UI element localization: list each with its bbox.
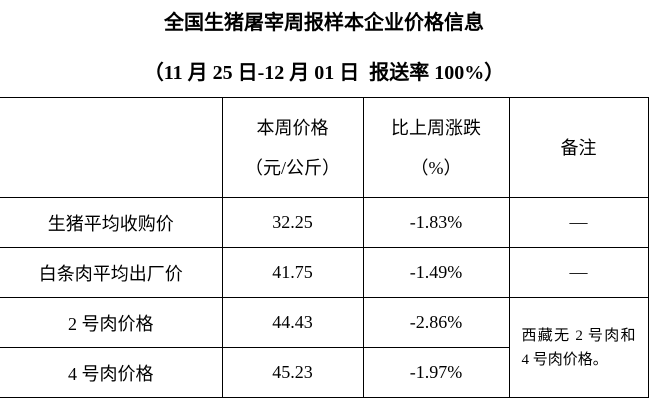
- cell: -2.86%: [362, 297, 510, 348]
- header-cell: 比上周涨跌 （%）: [362, 97, 510, 198]
- cell: -1.49%: [362, 247, 510, 298]
- header-text: 备注: [560, 137, 597, 158]
- header-cell: [0, 97, 223, 198]
- row: 白条肉平均出厂价 41.75 -1.49% —: [0, 247, 649, 298]
- cell: -1.97%: [362, 347, 510, 398]
- cell: 41.75: [221, 247, 364, 298]
- header-cell: 备注: [508, 97, 649, 198]
- header-text: 本周价格: [256, 117, 329, 138]
- cell: 32.25: [221, 197, 364, 248]
- title: 全国生猪屠宰周报样本企业价格信息: [164, 12, 484, 34]
- price-table: 本周价格 （元/公斤） 比上周涨跌 （%） 备注 生猪平均收购价 32.25 -1.…: [0, 97, 649, 398]
- header-text: 比上周涨跌: [391, 117, 481, 138]
- row: 4 号肉价格 45.23 -1.97%: [0, 347, 648, 398]
- cell: 45.23: [221, 347, 364, 398]
- note: 西藏无 2 号肉和 4 号肉价格。: [508, 297, 649, 398]
- cell: —: [508, 247, 649, 298]
- cell: 44.43: [221, 297, 364, 348]
- row: 2 号肉价格 44.43 -2.86% 西藏无 2 号肉和 4 号肉价格。: [0, 297, 649, 398]
- header-unit: （元/公斤）: [244, 157, 340, 178]
- row: 生猪平均收购价 32.25 -1.83% —: [0, 197, 649, 248]
- header-unit: （%）: [410, 157, 462, 178]
- subtitle: （11 月 25 日-12 月 01 日 报送率 100%）: [143, 62, 505, 84]
- cell: 生猪平均收购价: [0, 197, 223, 248]
- header-row: 本周价格 （元/公斤） 比上周涨跌 （%） 备注: [0, 97, 649, 198]
- cell: 4 号肉价格: [0, 347, 223, 398]
- cell: 2 号肉价格: [0, 297, 223, 348]
- header-cell: 本周价格 （元/公斤）: [221, 97, 364, 198]
- cell: —: [508, 197, 649, 248]
- cell: -1.83%: [362, 197, 510, 248]
- cell: 白条肉平均出厂价: [0, 247, 223, 298]
